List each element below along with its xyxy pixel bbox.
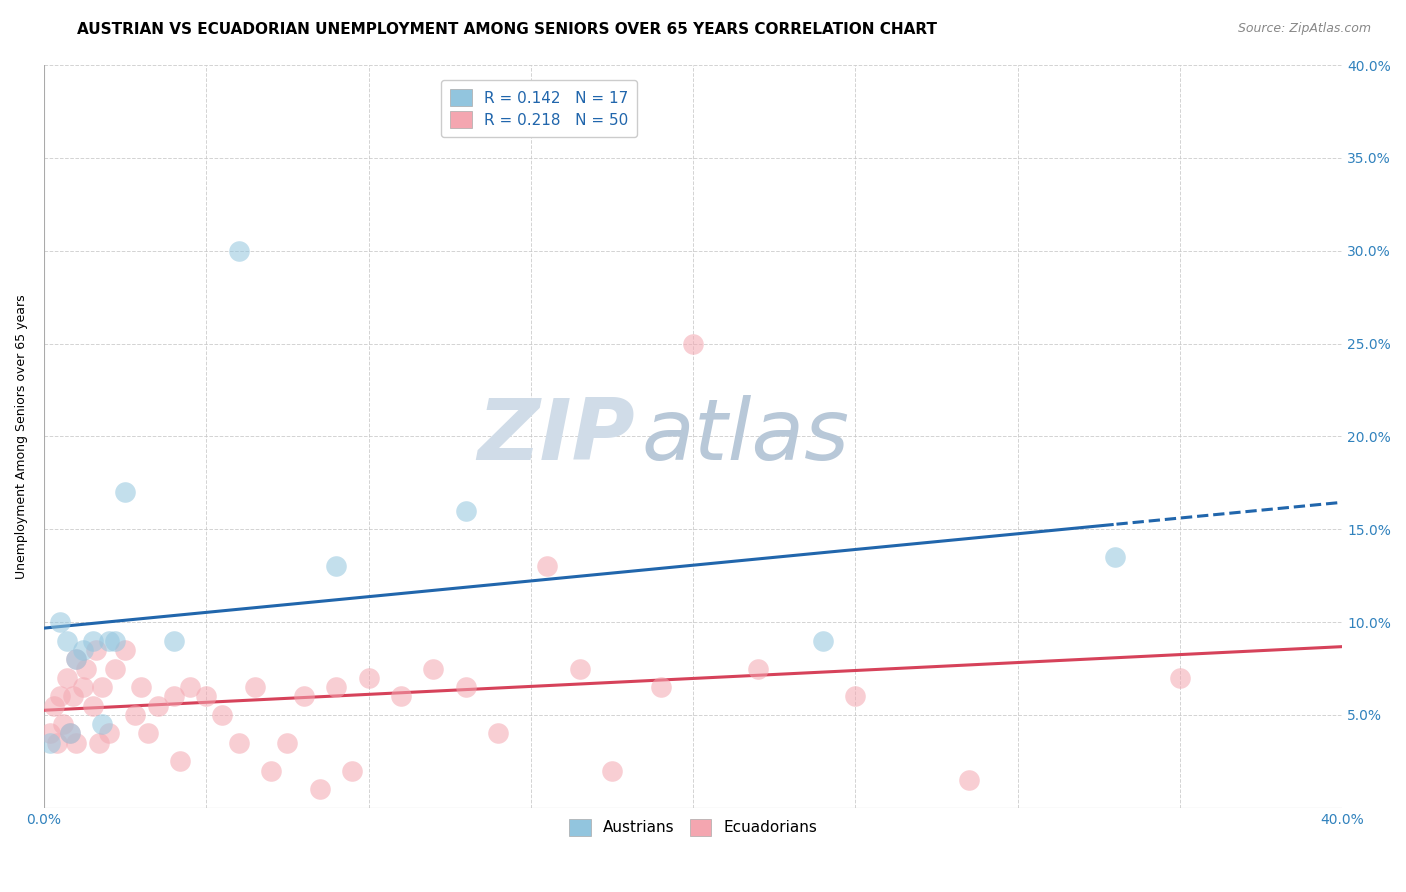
Text: ZIP: ZIP	[477, 395, 634, 478]
Point	[536, 559, 558, 574]
Point	[82, 633, 104, 648]
Point	[114, 485, 136, 500]
Point	[84, 643, 107, 657]
Point	[568, 661, 591, 675]
Point	[39, 726, 62, 740]
Point	[55, 671, 77, 685]
Point	[844, 690, 866, 704]
Point	[195, 690, 218, 704]
Point	[114, 643, 136, 657]
Point	[59, 726, 82, 740]
Point	[454, 680, 477, 694]
Point	[72, 680, 94, 694]
Point	[163, 633, 186, 648]
Point	[811, 633, 834, 648]
Point	[422, 661, 444, 675]
Point	[1168, 671, 1191, 685]
Point	[211, 707, 233, 722]
Point	[65, 652, 87, 666]
Point	[52, 717, 75, 731]
Point	[342, 764, 364, 778]
Point	[169, 755, 191, 769]
Point	[600, 764, 623, 778]
Y-axis label: Unemployment Among Seniors over 65 years: Unemployment Among Seniors over 65 years	[15, 294, 28, 579]
Point	[747, 661, 769, 675]
Point	[454, 504, 477, 518]
Point	[49, 690, 72, 704]
Point	[97, 633, 120, 648]
Point	[276, 736, 298, 750]
Point	[1104, 550, 1126, 565]
Point	[243, 680, 266, 694]
Point	[82, 698, 104, 713]
Point	[59, 726, 82, 740]
Point	[308, 782, 330, 797]
Point	[357, 671, 380, 685]
Point	[46, 736, 69, 750]
Point	[136, 726, 159, 740]
Text: Source: ZipAtlas.com: Source: ZipAtlas.com	[1237, 22, 1371, 36]
Point	[131, 680, 153, 694]
Point	[325, 559, 347, 574]
Point	[104, 661, 127, 675]
Point	[146, 698, 169, 713]
Point	[682, 336, 704, 351]
Point	[49, 615, 72, 629]
Point	[62, 690, 84, 704]
Point	[389, 690, 412, 704]
Point	[650, 680, 672, 694]
Text: atlas: atlas	[641, 395, 849, 478]
Point	[104, 633, 127, 648]
Point	[65, 652, 87, 666]
Point	[228, 244, 250, 258]
Point	[39, 736, 62, 750]
Point	[292, 690, 315, 704]
Point	[91, 680, 114, 694]
Point	[72, 643, 94, 657]
Text: AUSTRIAN VS ECUADORIAN UNEMPLOYMENT AMONG SENIORS OVER 65 YEARS CORRELATION CHAR: AUSTRIAN VS ECUADORIAN UNEMPLOYMENT AMON…	[77, 22, 938, 37]
Point	[91, 717, 114, 731]
Point	[228, 736, 250, 750]
Point	[325, 680, 347, 694]
Point	[260, 764, 283, 778]
Point	[163, 690, 186, 704]
Point	[179, 680, 201, 694]
Point	[97, 726, 120, 740]
Point	[55, 633, 77, 648]
Point	[65, 736, 87, 750]
Point	[42, 698, 65, 713]
Point	[486, 726, 509, 740]
Point	[75, 661, 97, 675]
Point	[957, 772, 980, 787]
Point	[124, 707, 146, 722]
Point	[89, 736, 111, 750]
Legend: Austrians, Ecuadorians: Austrians, Ecuadorians	[560, 810, 827, 845]
